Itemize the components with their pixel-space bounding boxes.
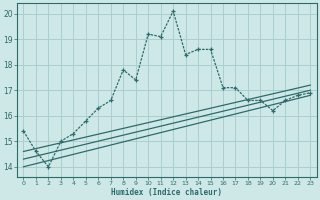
X-axis label: Humidex (Indice chaleur): Humidex (Indice chaleur) — [111, 188, 222, 197]
